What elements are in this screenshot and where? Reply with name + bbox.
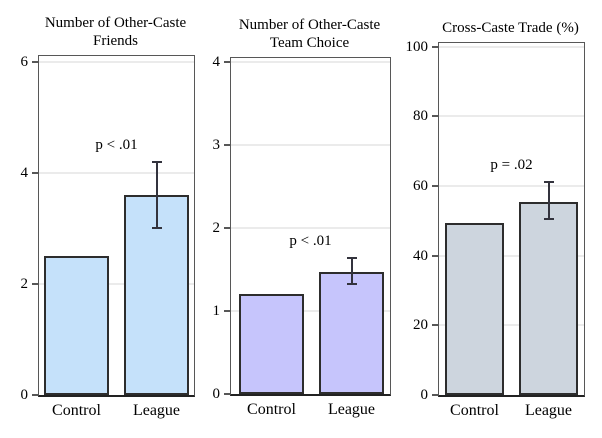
y-tick-label: 0 [420,387,429,403]
y-tick-mark [432,184,438,187]
y-tick-mark [32,60,38,63]
y-tick-mark [32,171,38,174]
y-tick-label: 20 [413,317,428,334]
x-tick-label-control: Control [247,401,296,418]
error-bar-cap [151,160,162,163]
y-tick-mark [224,310,230,313]
gridline [439,115,584,118]
bar-control [44,256,109,395]
y-tick-mark [432,394,438,396]
y-tick-label: 0 [212,386,221,402]
plot-area: 0 20 40 60 80 100 Control League p = .02 [406,39,585,419]
y-tick-label: 0 [20,387,29,403]
y-tick-label: 4 [20,164,29,181]
y-tick-label: 2 [212,220,221,237]
x-tick-label-league: League [327,401,376,418]
y-tick-label: 6 [20,53,29,70]
y-tick-mark [432,324,438,327]
panel-title: Number of Other-Caste Team Choice [208,16,411,52]
y-tick-label: 3 [212,137,221,154]
x-tick-label-league: League [132,402,181,419]
y-tick-mark [224,227,230,230]
panel-title-line: Team Choice [269,35,350,51]
bar-league [519,201,578,395]
error-bar-cap [543,181,554,184]
y-tick-label: 40 [413,247,428,264]
error-bar-cap [346,256,357,259]
gridline [439,45,584,48]
y-tick-mark [32,282,38,285]
gridline [231,227,390,230]
y-tick-label: 100 [405,38,429,55]
error-bar-cap [151,227,162,230]
gridline [39,60,194,63]
panel-title-line: Number of Other-Caste [238,17,381,33]
panel-title-line: Cross-Caste Trade (%) [442,20,579,36]
bar-control [445,222,504,395]
plot-area: 0 1 2 3 4 Control League p < .01 [213,54,391,418]
panel-title-line: Number of Other-Caste [44,15,187,31]
panel-title-line: Friends [93,33,138,49]
y-tick-mark [432,254,438,257]
panel-title: Number of Other-Caste Friends [16,14,215,50]
x-tick-label-control: Control [450,402,499,419]
p-value-label: p < .01 [289,232,332,249]
y-tick-mark [432,45,438,48]
y-tick-mark [432,115,438,118]
y-tick-label: 4 [212,54,221,71]
error-bar-line [547,182,550,219]
error-bar-line [155,161,158,229]
y-tick-mark [224,393,230,395]
bar-league [319,272,384,394]
y-tick-mark [224,144,230,147]
p-value-label: p < .01 [95,136,138,153]
bar-control [239,294,304,394]
gridline [39,171,194,174]
panel-title: Cross-Caste Trade (%) [416,19,602,37]
gridline [231,310,390,313]
error-bar-line [350,257,353,284]
y-tick-label: 2 [20,275,29,292]
y-tick-mark [224,61,230,64]
error-bar-cap [543,218,554,220]
x-tick-label-league: League [524,402,573,419]
y-tick-label: 60 [413,177,428,194]
gridline [231,61,390,64]
y-tick-mark [32,394,38,396]
gridline [439,324,584,327]
gridline [231,144,390,147]
gridline [39,282,194,285]
y-tick-label: 80 [413,108,428,125]
error-bar-cap [346,282,357,285]
y-tick-label: 1 [212,303,221,320]
x-tick-label-control: Control [52,402,101,419]
gridline [439,184,584,187]
plot-area: 0 2 4 6 Control League p < .01 [21,54,195,419]
gridline [439,254,584,257]
p-value-label: p = .02 [490,157,533,174]
